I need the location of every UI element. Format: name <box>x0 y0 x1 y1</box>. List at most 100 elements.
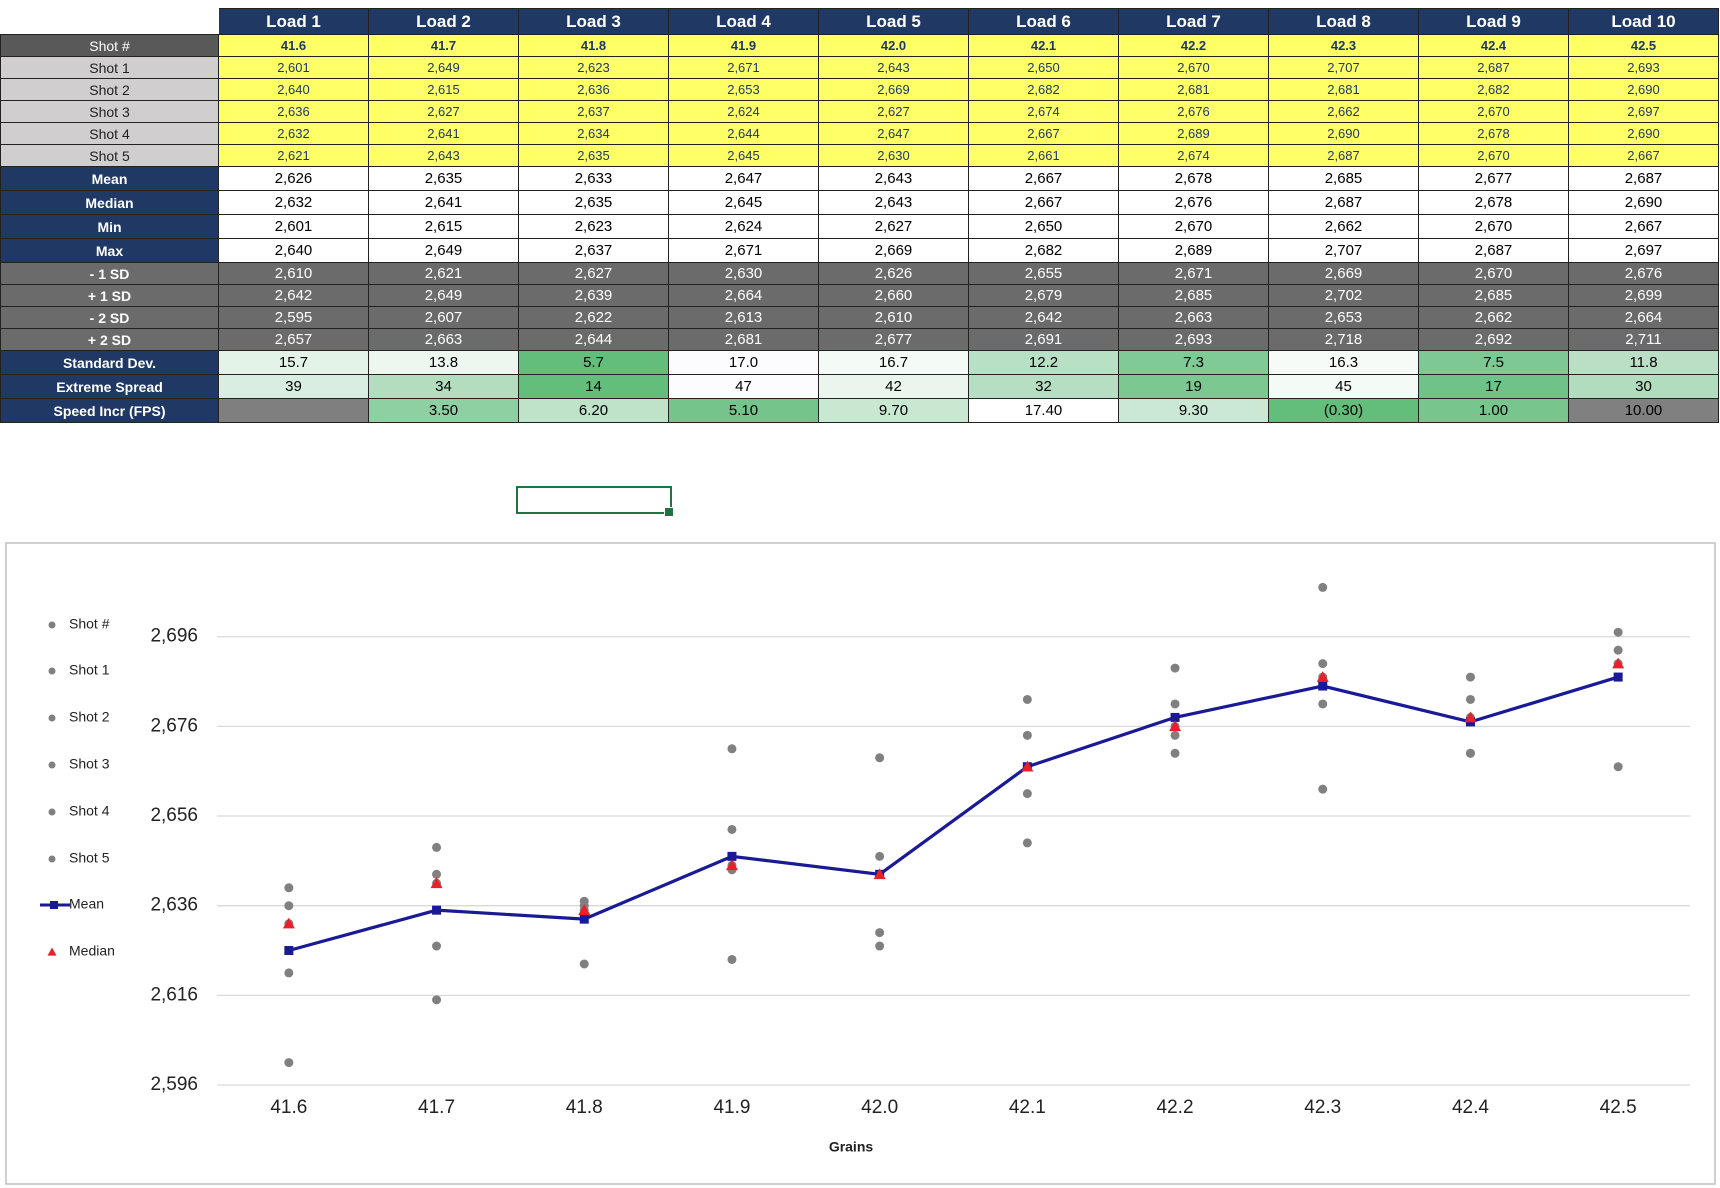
shot-point <box>1318 582 1328 592</box>
shot-point <box>1170 748 1180 758</box>
data-cell: 2,645 <box>669 145 819 167</box>
data-cell <box>219 399 369 423</box>
data-cell: 2,707 <box>1269 239 1419 263</box>
data-cell: 5.10 <box>669 399 819 423</box>
data-cell: 2,690 <box>1269 123 1419 145</box>
data-cell: 2,636 <box>219 101 369 123</box>
data-cell: 2,662 <box>1269 215 1419 239</box>
legend-label: Shot 1 <box>69 662 110 678</box>
data-cell: 2,663 <box>1119 307 1269 329</box>
shot-point <box>284 901 294 911</box>
data-cell: 2,626 <box>819 263 969 285</box>
column-header: Load 1 <box>219 8 369 35</box>
data-cell: 7.3 <box>1119 351 1269 375</box>
shot-point <box>284 883 294 893</box>
data-cell: 2,664 <box>1569 307 1719 329</box>
data-cell: 2,657 <box>219 329 369 351</box>
column-header: Load 9 <box>1419 8 1569 35</box>
data-cell: 2,643 <box>819 57 969 79</box>
data-cell: 2,670 <box>1419 215 1569 239</box>
median-marker <box>1021 760 1034 772</box>
shot-point <box>875 753 885 763</box>
data-cell: 2,718 <box>1269 329 1419 351</box>
data-cell: 2,693 <box>1119 329 1269 351</box>
legend-label: Shot # <box>69 616 110 632</box>
column-header: Load 5 <box>819 8 969 35</box>
data-cell: 2,635 <box>519 145 669 167</box>
y-tick-label: 2,636 <box>150 895 198 916</box>
data-cell: 2,601 <box>219 215 369 239</box>
x-tick-label: 42.2 <box>1157 1097 1194 1118</box>
data-cell: 42 <box>819 375 969 399</box>
legend-marker <box>48 621 56 629</box>
column-header: Load 10 <box>1569 8 1719 35</box>
fill-handle[interactable] <box>664 507 674 517</box>
row-label: Shot 1 <box>0 57 219 79</box>
mean-marker <box>727 851 737 861</box>
row-label: Min <box>0 215 219 239</box>
median-marker <box>1316 671 1329 682</box>
data-cell: 2,642 <box>219 285 369 307</box>
mean-marker <box>432 905 442 915</box>
data-cell: 41.9 <box>669 35 819 57</box>
median-marker <box>578 904 591 915</box>
data-cell: 2,697 <box>1569 101 1719 123</box>
row-label: + 1 SD <box>0 285 219 307</box>
data-cell: 2,627 <box>819 215 969 239</box>
x-tick-label: 42.3 <box>1304 1097 1341 1118</box>
shot-point <box>875 851 885 861</box>
data-cell: 16.3 <box>1269 351 1419 375</box>
data-cell: 9.30 <box>1119 399 1269 423</box>
row-label: Median <box>0 191 219 215</box>
mean-marker <box>579 914 589 924</box>
shot-point <box>432 941 442 951</box>
data-cell: 2,649 <box>369 239 519 263</box>
shot-point <box>579 959 589 969</box>
data-cell: 2,655 <box>969 263 1119 285</box>
data-cell: 2,676 <box>1119 101 1269 123</box>
chart-area <box>5 542 1716 1185</box>
data-cell: 2,627 <box>369 101 519 123</box>
data-cell: 9.70 <box>819 399 969 423</box>
data-cell: 2,677 <box>819 329 969 351</box>
shot-point <box>1465 694 1475 704</box>
column-header: Load 6 <box>969 8 1119 35</box>
selected-cell[interactable] <box>516 486 672 514</box>
data-cell: 2,682 <box>1419 79 1569 101</box>
data-cell: 17 <box>1419 375 1569 399</box>
data-cell: 2,650 <box>969 57 1119 79</box>
data-cell: 2,670 <box>1419 101 1569 123</box>
data-cell: 2,623 <box>519 215 669 239</box>
mean-marker <box>1318 681 1328 691</box>
data-cell: 2,690 <box>1569 123 1719 145</box>
data-cell: 2,662 <box>1269 101 1419 123</box>
data-cell: 2,634 <box>519 123 669 145</box>
shot-point <box>1170 730 1180 740</box>
legend-marker <box>48 855 56 863</box>
shot-point <box>432 869 442 879</box>
column-header: Load 7 <box>1119 8 1269 35</box>
legend-marker <box>48 667 56 675</box>
shot-point <box>1613 627 1623 637</box>
data-cell: 2,671 <box>669 239 819 263</box>
median-marker <box>1169 720 1182 732</box>
data-cell: 42.4 <box>1419 35 1569 57</box>
legend-label: Shot 2 <box>69 709 110 725</box>
legend-label: Median <box>69 943 115 959</box>
y-tick-label: 2,616 <box>150 984 198 1005</box>
data-cell: 2,667 <box>1569 215 1719 239</box>
data-cell: 2,670 <box>1419 263 1569 285</box>
legend-label: Shot 4 <box>69 803 110 819</box>
median-marker <box>282 917 295 929</box>
shot-point <box>1170 699 1180 709</box>
data-cell: 2,645 <box>669 191 819 215</box>
data-cell: 2,687 <box>1419 239 1569 263</box>
shot-point <box>1022 838 1032 848</box>
data-cell: 2,660 <box>819 285 969 307</box>
row-label: Shot 4 <box>0 123 219 145</box>
data-cell: 3.50 <box>369 399 519 423</box>
row-label: Speed Incr (FPS) <box>0 399 219 423</box>
shot-point <box>1022 730 1032 740</box>
data-cell: 2,681 <box>1119 79 1269 101</box>
